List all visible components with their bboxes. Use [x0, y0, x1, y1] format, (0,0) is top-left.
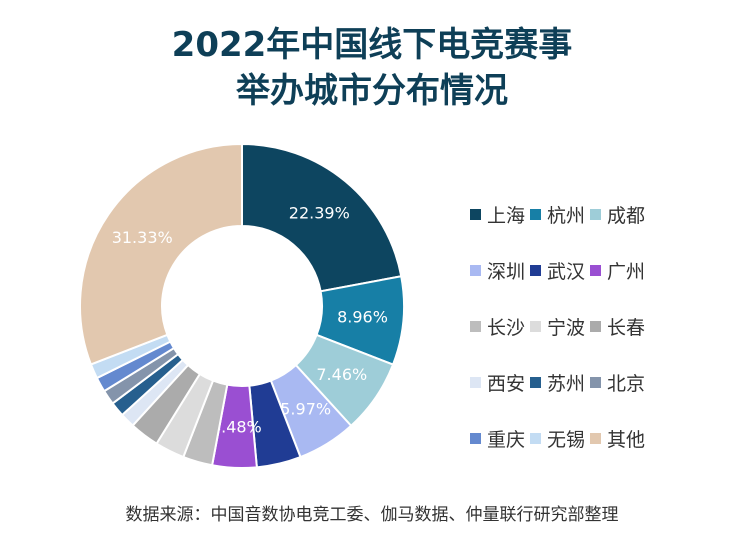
legend-item: 北京: [590, 369, 645, 396]
legend-label: 无锡: [547, 428, 586, 451]
legend-label: 其他: [607, 428, 646, 451]
slice-data-label-5: 4.48%: [211, 417, 262, 436]
legend-swatch: [470, 264, 481, 276]
legend-item: 长沙: [470, 313, 525, 340]
legend-swatch: [530, 432, 542, 444]
legend-swatch: [590, 320, 602, 332]
legend-swatch: [470, 320, 481, 332]
legend-item: 成都: [590, 201, 645, 228]
legend-label: 北京: [607, 372, 646, 395]
legend-row: 西安 苏州 北京: [470, 354, 650, 410]
donut-slice-14: [79, 142, 243, 366]
slice-data-label-3: 5.97%: [280, 399, 331, 418]
legend-row: 深圳 武汉 广州: [470, 242, 650, 298]
legend-item: 苏州: [530, 369, 585, 396]
legend-label: 广州: [607, 260, 646, 283]
legend-item: 无锡: [530, 425, 585, 452]
legend-swatch: [590, 432, 602, 444]
chart-title-line-1: 2022年中国线下电竞赛事: [171, 25, 573, 65]
legend-swatch: [470, 376, 481, 388]
legend-label: 武汉: [547, 260, 586, 283]
legend-label: 重庆: [487, 428, 526, 451]
legend-item: 西安: [470, 369, 525, 396]
donut-slice-0: [241, 142, 403, 293]
legend-swatch: [590, 264, 602, 276]
legend-row: 上海 杭州 成都: [470, 186, 650, 242]
legend-label: 杭州: [547, 204, 586, 227]
legend-label: 长沙: [487, 316, 526, 339]
legend-swatch: [590, 208, 602, 220]
slice-data-label-14: 31.33%: [112, 228, 173, 247]
data-source-note: 数据来源：中国音数协电竞工委、伽马数据、仲量联行研究部整理: [125, 505, 619, 525]
legend-swatch: [530, 376, 542, 388]
chart-title-line-2: 举办城市分布情况: [236, 71, 508, 111]
legend-item: 其他: [590, 425, 645, 452]
legend-label: 宁波: [547, 316, 586, 339]
legend-swatch: [470, 432, 481, 444]
legend-item: 广州: [590, 257, 645, 284]
legend-label: 西安: [487, 372, 526, 395]
legend-label: 苏州: [547, 372, 586, 395]
slice-data-label-1: 8.96%: [337, 308, 388, 327]
legend-swatch: [470, 208, 481, 220]
legend-item: 深圳: [470, 257, 525, 284]
slice-data-label-0: 22.39%: [289, 203, 350, 222]
legend-row: 重庆 无锡 其他: [470, 410, 650, 466]
legend-label: 成都: [607, 204, 646, 227]
legend-item: 杭州: [530, 201, 585, 228]
legend-swatch: [530, 264, 542, 276]
legend-item: 武汉: [530, 257, 585, 284]
legend-swatch: [530, 208, 542, 220]
legend-row: 长沙 宁波 长春: [470, 298, 650, 354]
legend-item: 重庆: [470, 425, 525, 452]
legend-swatch: [530, 320, 542, 332]
slice-data-label-2: 7.46%: [316, 365, 367, 384]
chart-legend: 上海 杭州 成都 深圳 武汉 广州 长沙 宁波 长春 西安 苏州 北京 重庆 无锡 其他: [470, 186, 650, 466]
legend-label: 上海: [487, 204, 526, 227]
legend-label: 长春: [607, 316, 646, 339]
legend-item: 宁波: [530, 313, 585, 340]
legend-label: 深圳: [487, 260, 526, 283]
legend-item: 上海: [470, 201, 525, 228]
legend-swatch: [590, 376, 602, 388]
legend-item: 长春: [590, 313, 645, 340]
